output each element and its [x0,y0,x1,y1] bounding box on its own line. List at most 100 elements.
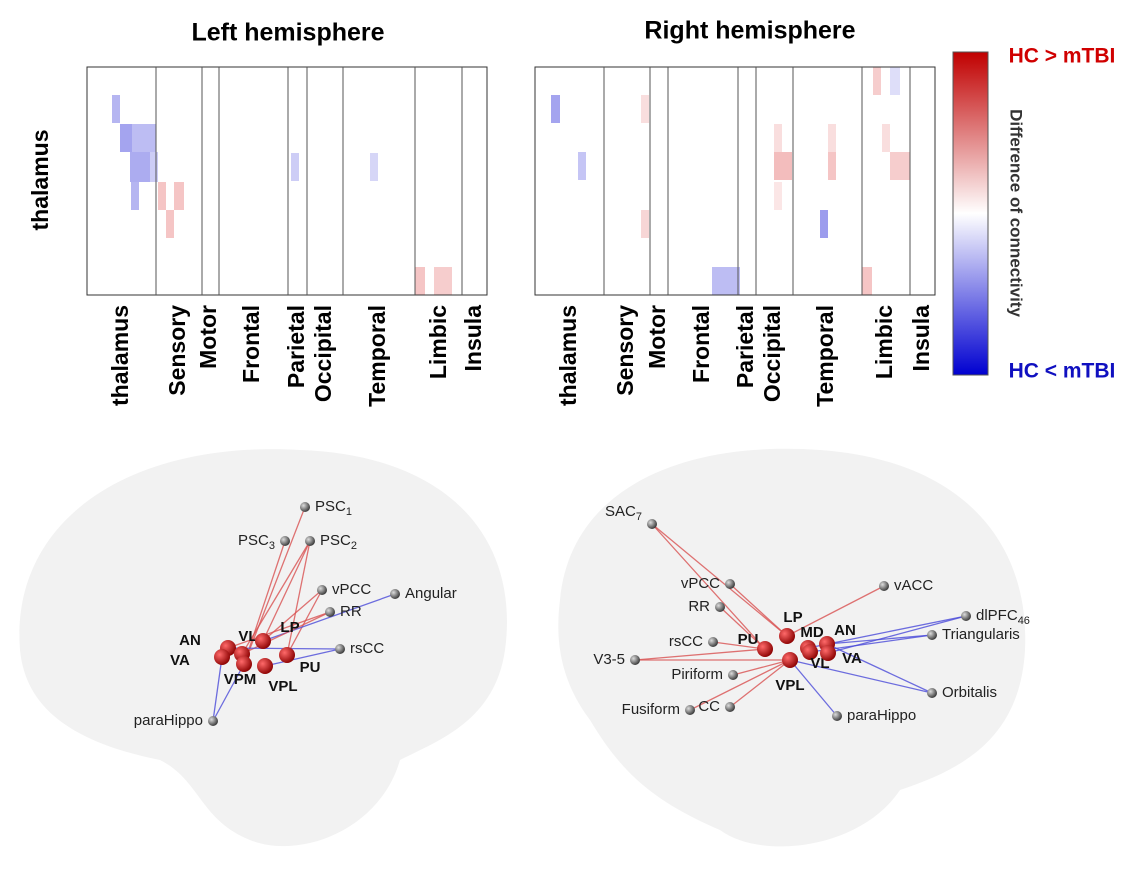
connection [689,659,791,711]
connection [264,648,341,667]
region-subscript: 7 [636,511,642,523]
region-label: Angular [405,585,457,602]
x-label: Parietal [732,305,758,388]
region-subscript: 1 [346,506,352,518]
region-name: vPCC [332,581,371,598]
nucleus-node [236,656,252,672]
heat-cell [434,267,452,295]
region-node [832,711,842,721]
x-label: Insula [460,305,486,372]
x-label: Sensory [164,305,190,396]
connection [212,656,223,722]
region-name: PSC [238,532,269,549]
heat-cell [291,153,299,181]
heatmaps [86,66,936,296]
connection [729,583,788,637]
region-name: paraHippo [847,707,916,724]
heat-cell [415,267,425,295]
nucleus-node [757,641,773,657]
nucleus-node [279,647,295,663]
region-node [725,702,735,712]
region-label: Triangularis [942,626,1020,643]
connection [243,506,306,665]
region-node [708,637,718,647]
x-label: Parietal [283,305,309,388]
right-title: Right hemisphere [644,17,855,45]
connection [241,611,331,655]
region-label: dlPFC46 [976,607,1030,627]
nucleus-label: LP [783,609,802,626]
y-label: thalamus [27,130,53,231]
region-label: PSC2 [320,532,357,552]
nucleus-node [782,652,798,668]
region-node [927,630,937,640]
region-name: PSC [320,532,351,549]
region-node [685,705,695,715]
region-node [335,644,345,654]
heat-cell [578,152,586,180]
nucleus-label: VA [170,652,190,669]
region-node [725,579,735,589]
region-label: PSC1 [315,498,352,518]
connection [651,523,788,637]
region-subscript: 2 [351,540,357,552]
x-label: Frontal [238,305,264,383]
region-node [879,581,889,591]
region-name: Fusiform [622,701,680,718]
region-name: RR [688,598,710,615]
nucleus-node [257,658,273,674]
x-label: Frontal [688,305,714,383]
connection [826,643,933,694]
region-name: PSC [315,498,346,515]
region-node [715,602,725,612]
connection [789,659,933,694]
nucleus-label: LP [280,619,299,636]
region-label: rsCC [669,633,703,650]
heat-cell [890,67,900,95]
heat-cell [551,95,560,123]
region-label: V3-5 [593,651,625,668]
nucleus-label: VA [842,650,862,667]
region-node [300,502,310,512]
nucleus-node [802,644,818,660]
region-label: SAC7 [605,503,642,523]
region-label: CC [698,698,720,715]
nucleus-label: AN [834,622,856,639]
nucleus-label: VL [238,628,257,645]
region-name: CC [698,698,720,715]
heatmap-frame [534,66,936,296]
x-label: Motor [195,305,221,369]
connection [227,611,331,649]
region-label: vPCC [681,575,720,592]
nucleus-label: AN [179,632,201,649]
heat-cell [641,210,649,238]
region-label: vPCC [332,581,371,598]
nucleus-label: VPL [268,678,297,695]
heat-cell [112,95,120,123]
x-label: Sensory [612,305,638,396]
connection [262,589,323,642]
region-label: vACC [894,577,933,594]
x-label: Occipital [759,305,785,402]
region-name: Angular [405,585,457,602]
x-label: Limbic [425,305,451,379]
x-label: thalamus [555,305,581,406]
nucleus-node [214,649,230,665]
heat-cell [370,153,378,181]
heat-cell [862,267,872,295]
x-label: thalamus [107,305,133,406]
x-label: Temporal [812,305,838,407]
connection [712,641,766,650]
region-label: Fusiform [622,701,680,718]
region-label: paraHippo [847,707,916,724]
x-label: Limbic [871,305,897,379]
connection [789,659,838,717]
heat-cell [873,67,881,95]
region-node [317,585,327,595]
x-label: Motor [644,305,670,369]
heatmap-frame [86,66,488,296]
connection [243,540,286,665]
heat-cell [131,182,139,210]
region-name: Piriform [671,666,723,683]
